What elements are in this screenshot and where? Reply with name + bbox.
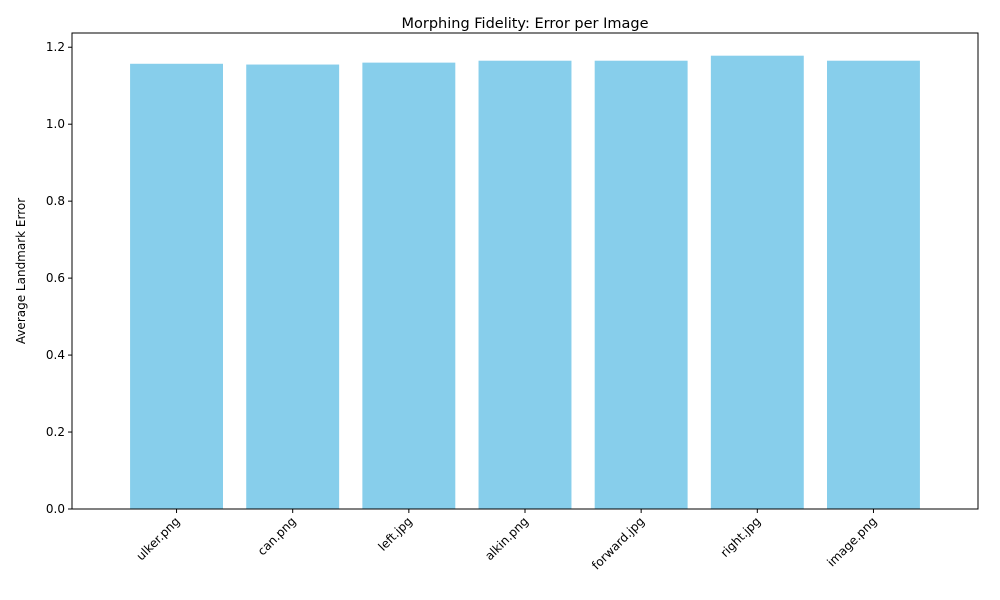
y-axis: 0.0 0.2 0.4 0.6 0.8 1.0 1.2 <box>46 40 72 516</box>
chart-title: Morphing Fidelity: Error per Image <box>401 16 648 32</box>
bar-3 <box>478 60 572 510</box>
bar-2 <box>362 62 456 509</box>
x-tick-label: ulker.png <box>134 514 183 563</box>
bars <box>130 55 920 510</box>
bar-0 <box>130 63 223 509</box>
x-tick-label: left.jpg <box>375 514 414 553</box>
x-tick-label: right.jpg <box>718 514 764 560</box>
y-tick-label: 0.4 <box>46 348 65 362</box>
x-axis: ulker.png can.png left.jpg alkin.png forward… <box>134 509 880 572</box>
bar-6 <box>827 60 920 510</box>
y-tick-label: 0.2 <box>46 425 65 439</box>
x-tick-label: can.png <box>255 514 299 558</box>
y-tick-label: 1.2 <box>46 40 65 54</box>
y-tick-label: 0.6 <box>46 271 65 285</box>
bar-1 <box>246 64 340 510</box>
bar-4 <box>594 60 688 510</box>
y-tick-label: 0.0 <box>46 502 65 516</box>
y-tick-label: 0.8 <box>46 194 65 208</box>
x-tick-label: alkin.png <box>482 514 531 563</box>
x-tick-label: image.png <box>824 514 879 569</box>
x-tick-label: forward.jpg <box>589 514 647 572</box>
y-tick-label: 1.0 <box>46 117 65 131</box>
y-axis-title: Average Landmark Error <box>14 198 28 344</box>
bar-5 <box>710 55 804 509</box>
plot-frame <box>71 32 979 510</box>
